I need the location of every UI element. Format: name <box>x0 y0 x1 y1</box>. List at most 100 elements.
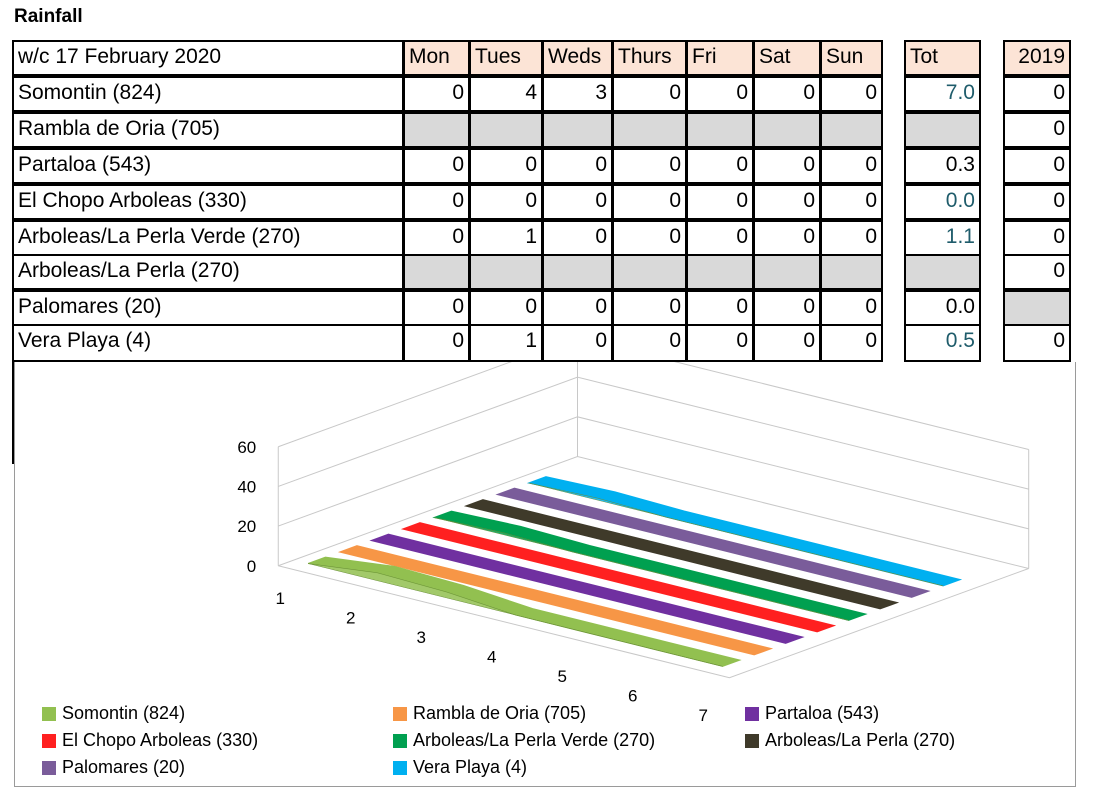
header-day-cell: Sat <box>753 40 821 76</box>
table-cell-value <box>403 254 470 290</box>
header-day-cell: Fri <box>686 40 754 76</box>
table-cell-value <box>820 112 883 148</box>
table-cell-value <box>686 112 754 148</box>
table-cell-value: 0 <box>542 148 613 184</box>
table-cell-value <box>753 254 821 290</box>
table-cell-value: 0 <box>820 184 883 220</box>
table-cell-2019: 0 <box>1003 220 1071 256</box>
table-cell-value: 1 <box>469 220 543 256</box>
table-cell-value: 0 <box>469 184 543 220</box>
table-cell-total: 0.0 <box>904 184 981 220</box>
table-row-name: Palomares (20) <box>12 290 404 326</box>
table-row-name: Arboleas/La Perla (270) <box>12 254 404 290</box>
gridline <box>278 362 1029 450</box>
table-cell-value <box>542 254 613 290</box>
table-cell-value: 0 <box>753 184 821 220</box>
table-cell-value: 0 <box>753 148 821 184</box>
table-cell-value: 0 <box>820 148 883 184</box>
table-cell-value <box>469 112 543 148</box>
table-cell-value: 0 <box>403 324 470 362</box>
table-cell-value: 0 <box>686 76 754 112</box>
table-cell-value: 0 <box>753 76 821 112</box>
table-cell-value: 0 <box>542 220 613 256</box>
table-cell-value: 0 <box>686 220 754 256</box>
table-cell-value: 0 <box>469 290 543 326</box>
table-cell-2019: 0 <box>1003 148 1071 184</box>
table-cell-value: 3 <box>542 76 613 112</box>
y-tick-label: 20 <box>237 517 256 536</box>
table-cell-2019: 0 <box>1003 324 1071 362</box>
table-cell-value <box>612 254 687 290</box>
header-2019-cell: 2019 <box>1003 40 1071 76</box>
table-cell-value <box>686 254 754 290</box>
x-tick-label: 2 <box>346 608 355 627</box>
table-cell-value: 0 <box>686 290 754 326</box>
table-cell-total: 0.3 <box>904 148 981 184</box>
table-cell-value <box>469 254 543 290</box>
table-cell-value: 0 <box>542 184 613 220</box>
series-ribbon <box>495 487 931 598</box>
table-cell-value: 0 <box>686 324 754 362</box>
table-cell-2019: 0 <box>1003 112 1071 148</box>
series-ribbon <box>337 545 774 656</box>
chart-area: 0 20 40 60 1 2 3 4 5 6 7 <box>14 362 1076 787</box>
x-tick-label: 3 <box>417 628 426 647</box>
table-cell-value: 0 <box>612 76 687 112</box>
x-tick-label: 7 <box>699 706 708 725</box>
table-cell-value: 0 <box>820 324 883 362</box>
table-row-name: Somontin (824) <box>12 76 404 112</box>
table-cell-value: 0 <box>820 290 883 326</box>
table-cell-2019 <box>1003 290 1071 326</box>
header-day-cell: Weds <box>542 40 613 76</box>
table-cell-total: 7.0 <box>904 76 981 112</box>
table-cell-value <box>542 112 613 148</box>
header-day-cell: Mon <box>403 40 470 76</box>
table-cell-value: 0 <box>612 324 687 362</box>
table-cell-value: 0 <box>403 148 470 184</box>
table-cell-value: 0 <box>612 290 687 326</box>
table-cell-2019: 0 <box>1003 76 1071 112</box>
page-title: Rainfall <box>14 6 83 27</box>
rainfall-3d-chart: 0 20 40 60 1 2 3 4 5 6 7 <box>237 362 1030 725</box>
table-cell-value: 0 <box>469 148 543 184</box>
table-cell-value: 0 <box>820 76 883 112</box>
table-cell-value: 0 <box>403 290 470 326</box>
table-cell-value: 0 <box>612 184 687 220</box>
table-row-name: Arboleas/La Perla Verde (270) <box>12 220 404 256</box>
table-cell-value: 0 <box>403 184 470 220</box>
table-cell-value: 0 <box>542 290 613 326</box>
table-cell-total <box>904 112 981 148</box>
series-front-face <box>308 563 723 667</box>
header-day-cell: Thurs <box>612 40 687 76</box>
table-cell-2019: 0 <box>1003 184 1071 220</box>
table-row-name: Partaloa (543) <box>12 148 404 184</box>
table-cell-value: 0 <box>403 220 470 256</box>
header-day-cell: Tues <box>469 40 543 76</box>
y-tick-label: 40 <box>237 477 256 496</box>
table-cell-total: 0.0 <box>904 290 981 326</box>
x-tick-label: 5 <box>558 667 567 686</box>
table-cell-value: 0 <box>753 290 821 326</box>
table-cell-value <box>753 112 821 148</box>
table-cell-total <box>904 254 981 290</box>
table-row-name: Rambla de Oria (705) <box>12 112 404 148</box>
x-tick-label: 4 <box>487 647 496 666</box>
table-cell-value <box>820 254 883 290</box>
table-cell-total: 1.1 <box>904 220 981 256</box>
y-tick-label: 60 <box>237 438 256 457</box>
table-cell-value: 4 <box>469 76 543 112</box>
table-cell-value: 1 <box>469 324 543 362</box>
table-cell-total: 0.5 <box>904 324 981 362</box>
x-tick-label: 1 <box>276 589 285 608</box>
table-cell-value: 0 <box>686 184 754 220</box>
header-week-cell: w/c 17 February 2020 <box>12 40 404 76</box>
table-cell-2019: 0 <box>1003 254 1071 290</box>
table-row-name: Vera Playa (4) <box>12 324 404 362</box>
table-cell-value: 0 <box>403 76 470 112</box>
floor-edge <box>278 565 1029 679</box>
table-cell-value: 0 <box>542 324 613 362</box>
table-cell-value: 0 <box>820 220 883 256</box>
y-tick-label: 0 <box>247 557 256 576</box>
series-ribbon <box>369 533 805 644</box>
table-cell-value: 0 <box>753 324 821 362</box>
